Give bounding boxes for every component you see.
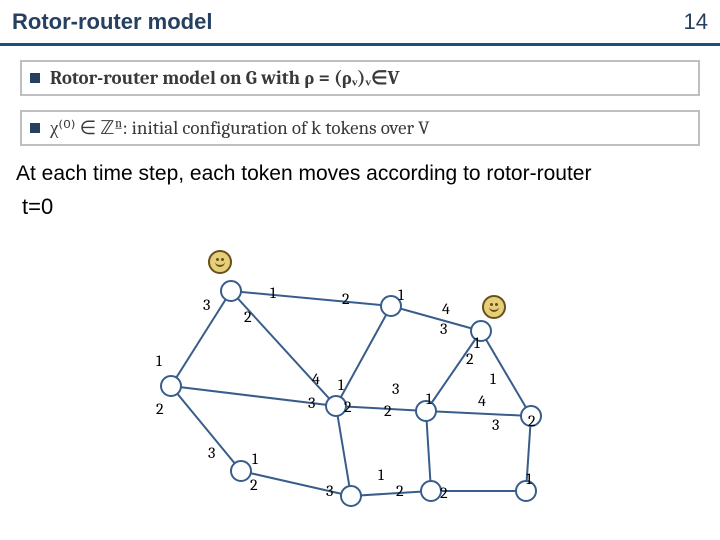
graph-edge: [481, 331, 531, 416]
formula-text: χ⁽⁰⁾ ∈ ℤⁿ: initial configuration of k to…: [50, 117, 430, 140]
edge-label: 1: [156, 352, 162, 370]
edge-label: 2: [528, 412, 536, 430]
graph-edge: [336, 406, 351, 496]
graph-edge: [351, 491, 431, 496]
graph-node: [160, 375, 182, 397]
bullet-icon: [30, 123, 40, 133]
edge-label: 3: [326, 482, 333, 500]
rotor-graph: 321214312124312321143231231221: [120, 260, 600, 530]
edge-label: 3: [440, 320, 447, 338]
edge-label: 4: [442, 300, 450, 318]
edge-label: 1: [526, 470, 532, 488]
graph-edge: [336, 306, 391, 406]
edge-label: 2: [384, 402, 392, 420]
edge-label: 1: [338, 376, 344, 394]
edge-label: 2: [342, 290, 350, 308]
graph-edge: [231, 291, 391, 306]
edge-label: 1: [426, 390, 432, 408]
slide-number: 14: [684, 9, 708, 35]
graph-edge: [426, 411, 531, 416]
edge-label: 2: [244, 308, 252, 326]
graph-edge: [171, 291, 231, 386]
edge-label: 1: [270, 284, 276, 302]
graph-edge: [426, 331, 481, 411]
formula-box-0: Rotor-router model on G with ρ = (ρᵥ)ᵥ∈V: [20, 60, 700, 96]
graph-node: [230, 460, 252, 482]
edge-label: 1: [398, 286, 404, 304]
edge-label: 2: [466, 350, 474, 368]
graph-edge: [426, 411, 431, 491]
edge-label: 1: [252, 450, 258, 468]
slide-title: Rotor-router model: [12, 9, 212, 35]
formula-box-1: χ⁽⁰⁾ ∈ ℤⁿ: initial configuration of k to…: [20, 110, 700, 146]
formula-text: Rotor-router model on G with ρ = (ρᵥ)ᵥ∈V: [50, 67, 400, 90]
edge-label: 2: [440, 484, 448, 502]
edge-label: 4: [478, 392, 486, 410]
edge-label: 2: [396, 482, 404, 500]
edge-label: 1: [474, 334, 480, 352]
edge-label: 3: [492, 416, 499, 434]
edge-label: 1: [378, 466, 384, 484]
graph-edge: [391, 306, 481, 331]
edge-label: 3: [208, 444, 215, 462]
token-icon: [482, 295, 506, 319]
graph-node: [340, 485, 362, 507]
edge-label: 3: [308, 394, 315, 412]
edge-label: 2: [344, 398, 352, 416]
edge-label: 2: [250, 476, 258, 494]
graph-node: [220, 280, 242, 302]
edge-label: 3: [392, 380, 399, 398]
edge-label: 3: [203, 296, 210, 314]
edge-label: 4: [312, 370, 320, 388]
slide-header: Rotor-router model 14: [0, 0, 720, 46]
token-icon: [208, 250, 232, 274]
state-label: t=0: [0, 190, 720, 220]
graph-edge: [171, 386, 241, 471]
bullet-icon: [30, 73, 40, 83]
body-text: At each time step, each token moves acco…: [0, 152, 720, 190]
formula-box-container: Rotor-router model on G with ρ = (ρᵥ)ᵥ∈V…: [0, 60, 720, 146]
graph-node: [420, 480, 442, 502]
edge-label: 1: [490, 370, 496, 388]
edge-label: 2: [156, 400, 164, 418]
